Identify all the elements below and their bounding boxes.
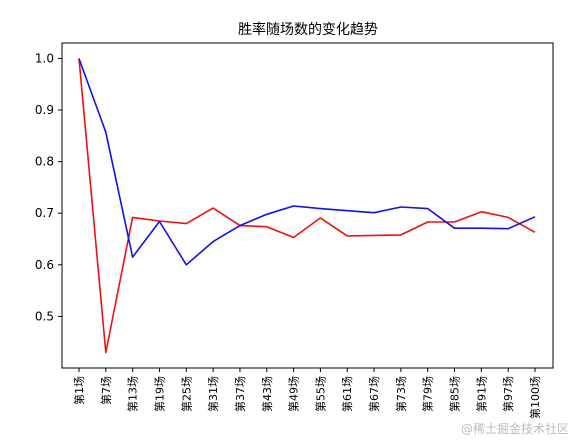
plot-frame: [61, 42, 554, 369]
x-tick-label: 第67场: [367, 376, 381, 412]
x-tick-label: 第85场: [448, 376, 462, 412]
y-axis: 0.5 0.6 0.7 0.8 0.9 1.0: [35, 51, 62, 323]
series-layer: [78, 58, 536, 354]
series-line-1: [78, 58, 536, 354]
y-tick-label: 1.0: [35, 51, 54, 65]
x-tick-label: 第7场: [99, 376, 113, 405]
y-tick-label: 0.8: [35, 155, 54, 169]
x-tick-label: 第25场: [179, 376, 193, 412]
x-tick-label: 第1场: [72, 376, 86, 405]
x-tick-label: 第19场: [152, 376, 166, 412]
x-tick-label: 第61场: [340, 376, 354, 412]
chart-title: 胜率随场数的变化趋势: [238, 21, 378, 38]
x-tick-label: 第13场: [126, 376, 140, 412]
x-tick-label: 第91场: [474, 376, 488, 412]
x-tick-label: 第79场: [421, 376, 435, 412]
x-tick-label: 第31场: [206, 376, 220, 412]
x-tick-label: 第100场: [528, 376, 542, 419]
y-tick-label: 0.7: [35, 206, 54, 220]
x-tick-label: 第49场: [287, 376, 301, 412]
series-line-2: [78, 58, 536, 266]
y-tick-label: 0.6: [35, 258, 54, 272]
y-tick-label: 0.9: [35, 103, 54, 117]
x-tick-label: 第37场: [233, 376, 247, 412]
y-tick-label: 0.5: [35, 309, 54, 323]
x-tick-label: 第55场: [313, 376, 327, 412]
x-tick-label: 第43场: [260, 376, 274, 412]
watermark-text: @稀土掘金技术社区: [460, 422, 569, 436]
x-tick-label: 第97场: [501, 376, 515, 412]
x-tick-label: 第73场: [394, 376, 408, 412]
x-axis: 第1场 第7场 第13场 第19场 第25场 第31场 第37场 第43场 第49场 第55场 第6…: [72, 368, 542, 419]
